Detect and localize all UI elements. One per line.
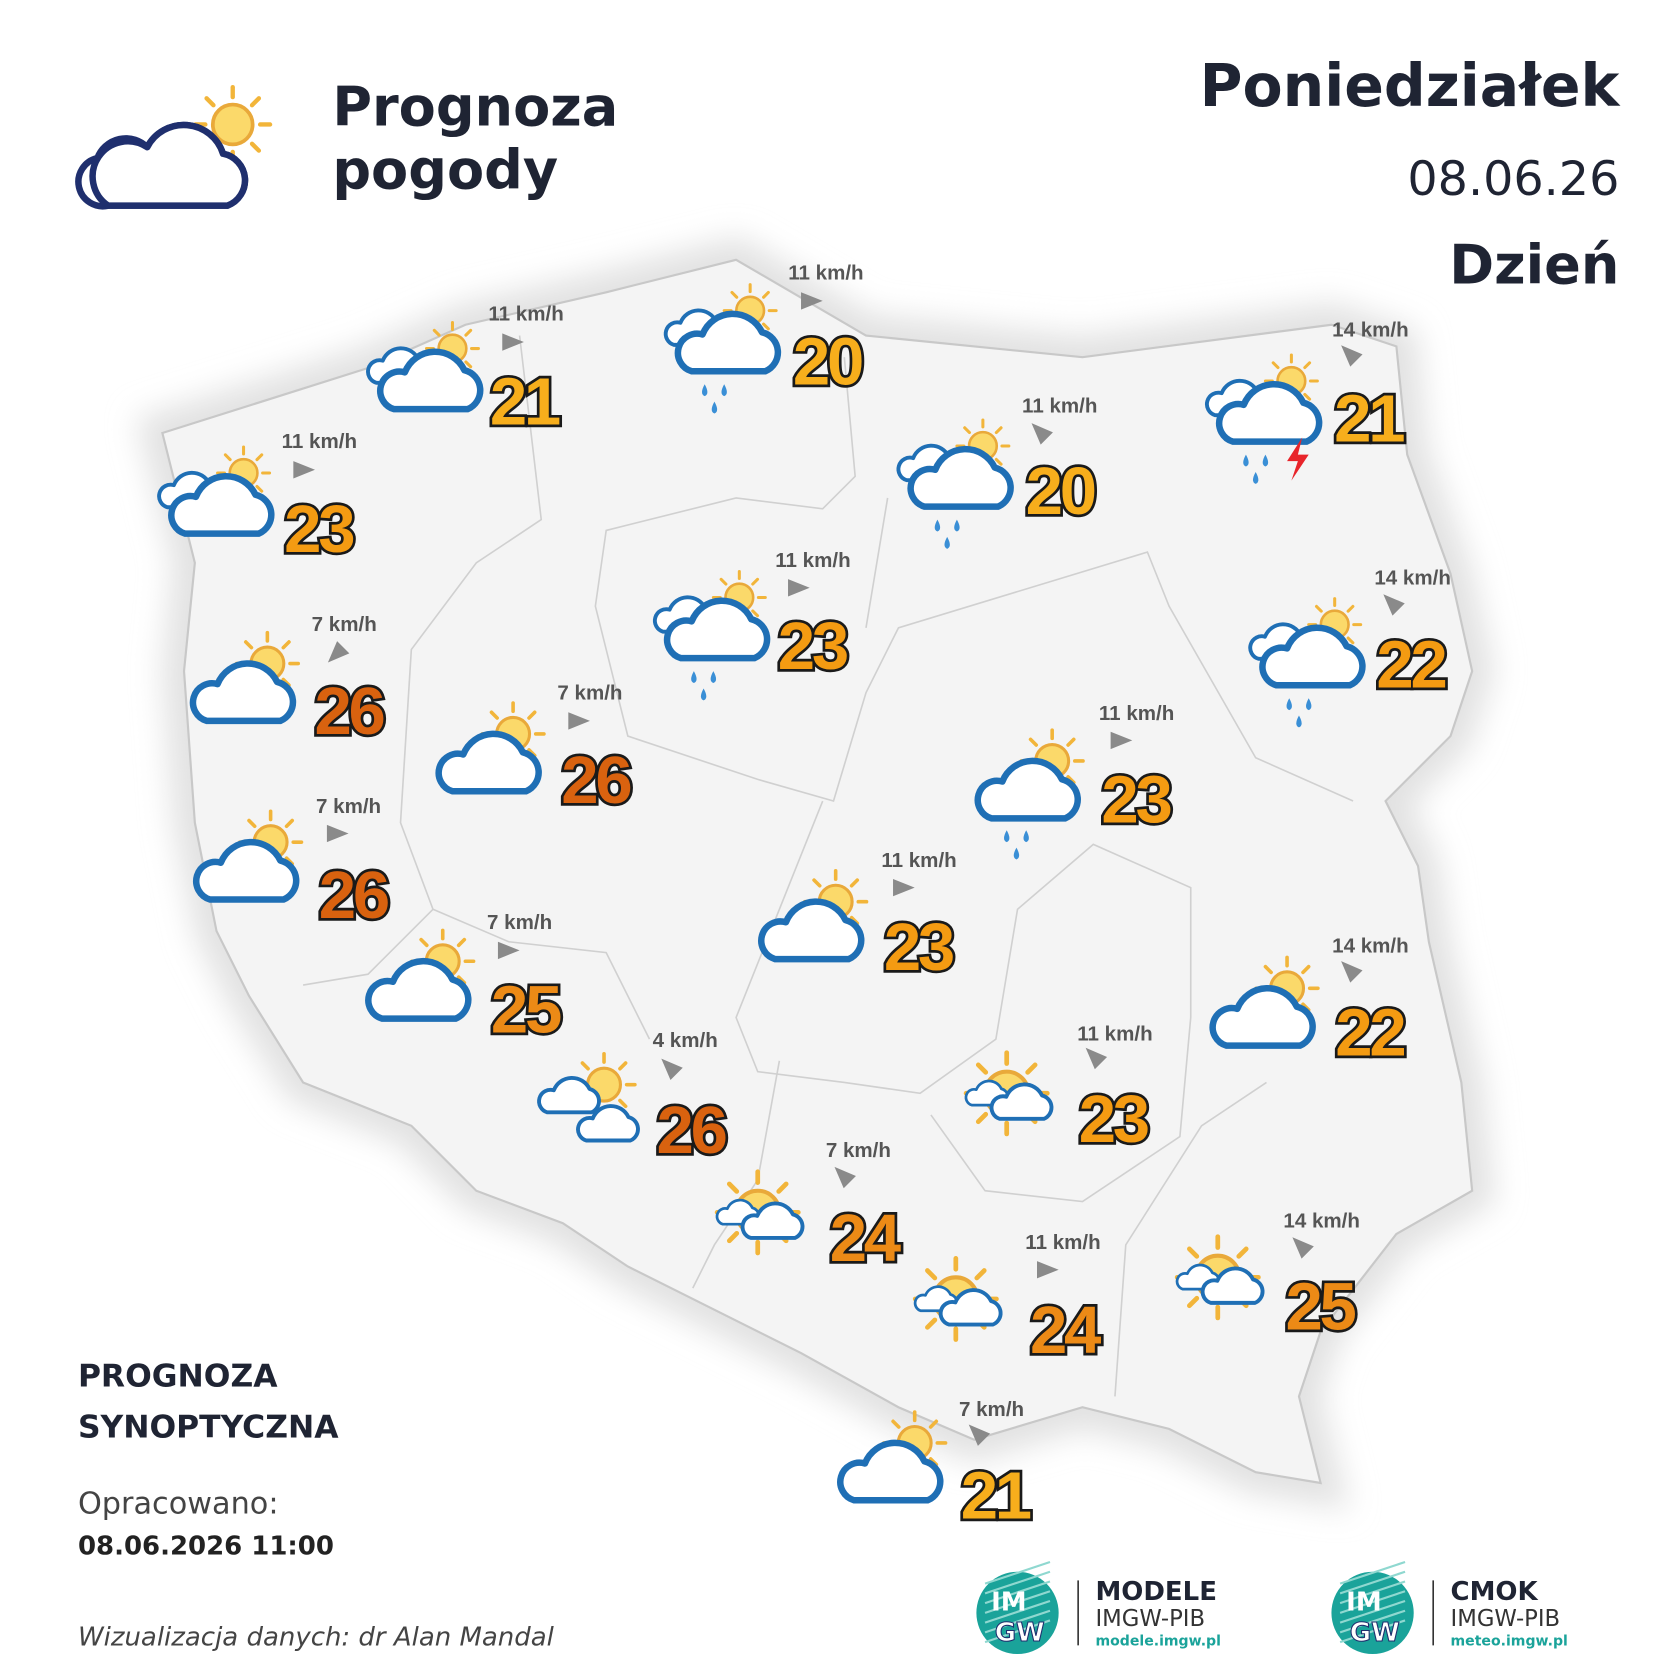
wind-speed: 14 km/h bbox=[1332, 319, 1409, 342]
period: Dzień bbox=[1449, 234, 1619, 297]
temperature: 22 bbox=[1335, 995, 1404, 1070]
wind-speed: 7 km/h bbox=[557, 681, 622, 704]
prepared-label: Opracowano: bbox=[78, 1486, 279, 1521]
wind-speed: 14 km/h bbox=[1374, 567, 1451, 590]
logo-url: meteo.imgw.pl bbox=[1451, 1633, 1568, 1649]
title: Prognoza bbox=[332, 76, 618, 139]
logo-mark: IM bbox=[1346, 1588, 1382, 1618]
temperature: 21 bbox=[490, 364, 560, 439]
logo-stripe bbox=[984, 1609, 1051, 1634]
wind-speed: 11 km/h bbox=[282, 430, 357, 453]
logo-name: MODELE bbox=[1095, 1577, 1217, 1607]
date: 08.06.26 bbox=[1407, 152, 1619, 207]
prepared-at: 08.06.2026 11:00 bbox=[78, 1531, 334, 1561]
wind-speed: 11 km/h bbox=[1025, 1231, 1100, 1254]
footer-heading: SYNOPTYCZNA bbox=[78, 1410, 339, 1446]
temperature: 21 bbox=[961, 1459, 1031, 1534]
temperature: 25 bbox=[491, 973, 561, 1048]
map bbox=[136, 236, 1496, 1510]
credit: Wizualizacja danych: dr Alan Mandal bbox=[78, 1622, 555, 1652]
logo-stripe bbox=[1339, 1619, 1406, 1644]
wind-speed: 7 km/h bbox=[959, 1398, 1024, 1421]
temperature: 26 bbox=[319, 858, 388, 933]
wind-speed: 11 km/h bbox=[1077, 1022, 1152, 1045]
logo-mark: IM bbox=[991, 1588, 1027, 1618]
temperature: 25 bbox=[1285, 1269, 1355, 1344]
logo-mark: GW bbox=[995, 1618, 1045, 1648]
logo-stripe bbox=[1339, 1580, 1406, 1605]
logo-stripe bbox=[1339, 1560, 1406, 1585]
logo-stripe bbox=[984, 1619, 1051, 1644]
temperature: 23 bbox=[778, 609, 847, 684]
temperature: 26 bbox=[314, 674, 383, 749]
temperature: 23 bbox=[884, 910, 953, 985]
wind-speed: 11 km/h bbox=[775, 549, 850, 572]
logo-stripe bbox=[1339, 1599, 1406, 1624]
temperature: 22 bbox=[1376, 627, 1445, 702]
logo-org: IMGW-PIB bbox=[1451, 1606, 1561, 1632]
wind-speed: 11 km/h bbox=[881, 849, 956, 872]
logos: IMGWMODELEIMGW-PIBmodele.imgw.plIMGWCMOK… bbox=[976, 1560, 1568, 1655]
wind-speed: 14 km/h bbox=[1332, 935, 1409, 958]
wind-speed: 4 km/h bbox=[653, 1029, 718, 1052]
logo-url: modele.imgw.pl bbox=[1095, 1633, 1220, 1649]
wind-speed: 7 km/h bbox=[312, 613, 377, 636]
temperature: 20 bbox=[1026, 454, 1095, 529]
logo-stripe bbox=[984, 1590, 1051, 1614]
logo-stripe bbox=[1339, 1570, 1406, 1595]
temperature: 24 bbox=[1030, 1293, 1101, 1368]
temperature: 23 bbox=[1079, 1082, 1148, 1157]
logo-stripe bbox=[984, 1599, 1051, 1624]
logo-name: CMOK bbox=[1451, 1577, 1539, 1607]
temperature: 24 bbox=[830, 1201, 901, 1276]
logo-stripe bbox=[984, 1560, 1051, 1585]
wind-speed: 7 km/h bbox=[316, 795, 381, 818]
wind-speed: 14 km/h bbox=[1283, 1210, 1360, 1233]
temperature: 23 bbox=[284, 492, 353, 567]
wind-speed: 7 km/h bbox=[487, 911, 552, 934]
logo-mark: GW bbox=[1350, 1618, 1400, 1648]
temperature: 23 bbox=[1101, 763, 1170, 838]
wind-speed: 11 km/h bbox=[1099, 702, 1174, 725]
wind-speed: 7 km/h bbox=[826, 1139, 891, 1162]
wind-speed: 11 km/h bbox=[488, 302, 563, 325]
footer-heading: PROGNOZA bbox=[78, 1359, 278, 1395]
wind-speed: 11 km/h bbox=[1022, 394, 1097, 417]
temperature: 20 bbox=[793, 324, 862, 399]
temperature: 26 bbox=[657, 1093, 726, 1168]
temperature: 21 bbox=[1334, 382, 1404, 457]
wind-speed: 11 km/h bbox=[788, 261, 863, 284]
day: Poniedziałek bbox=[1200, 52, 1621, 120]
logo-stripe bbox=[1339, 1609, 1406, 1634]
title: pogody bbox=[332, 138, 558, 201]
logo-org: IMGW-PIB bbox=[1095, 1606, 1205, 1632]
locations: 11 km/h 21 11 km/h 20 11 km/h 23 11 km/h 20 14 k… bbox=[157, 261, 1451, 1536]
temperature: 26 bbox=[561, 743, 630, 818]
logo-stripe bbox=[1339, 1590, 1406, 1614]
logo-icon bbox=[75, 87, 270, 210]
logo-stripe bbox=[984, 1580, 1051, 1605]
logo-stripe bbox=[984, 1570, 1051, 1595]
